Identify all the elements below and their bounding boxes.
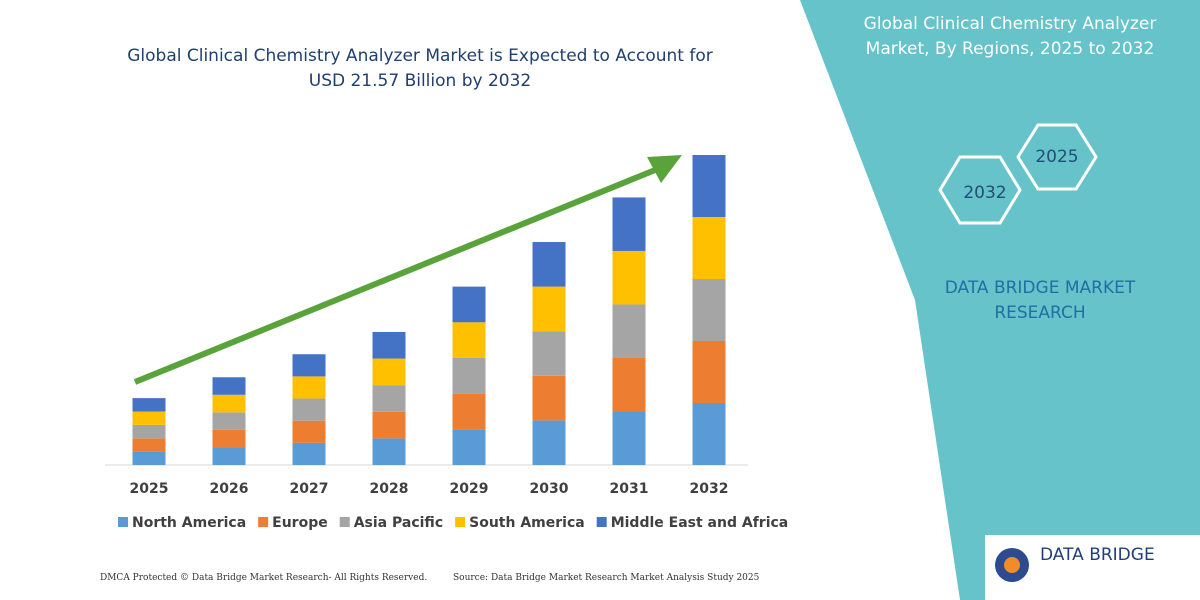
x-tick-label: 2026 — [210, 481, 249, 497]
bar-segment — [372, 385, 406, 412]
bar-segment — [532, 375, 566, 421]
bar-segment — [612, 250, 646, 305]
x-tick-label: 2028 — [370, 481, 409, 497]
bar-segment — [292, 398, 326, 421]
hexagon — [1016, 123, 1098, 191]
legend-label: Asia Pacific — [354, 515, 443, 531]
side-panel-bg — [800, 0, 1200, 600]
bar-segment — [132, 398, 166, 412]
x-tick-label: 2030 — [530, 481, 569, 497]
bar-segment — [452, 429, 486, 465]
side-title: Global Clinical Chemistry Analyzer Marke… — [863, 14, 1157, 59]
chart-title: Global Clinical Chemistry Analyzer Marke… — [127, 46, 713, 91]
legend-swatch — [455, 517, 466, 527]
arrow-head — [647, 155, 682, 183]
trend-arrow — [133, 165, 662, 385]
bar-segment — [372, 358, 406, 386]
bar-segment — [292, 376, 326, 399]
bar-segment — [292, 442, 326, 465]
bar-segment — [532, 286, 566, 332]
bar-segment — [692, 403, 726, 465]
bar-segment — [132, 438, 166, 452]
bar-segment — [692, 155, 726, 217]
hex-label: 2025 — [1035, 147, 1078, 167]
bar-segment — [692, 341, 726, 403]
bar-segment — [212, 447, 246, 465]
bar-segment — [452, 286, 486, 323]
bar-segment — [132, 424, 166, 439]
bar-segment — [212, 377, 246, 395]
x-tick-label: 2027 — [290, 481, 329, 497]
bar-segment — [452, 322, 486, 358]
x-tick-label: 2025 — [130, 481, 169, 497]
company: DATA BRIDGE MARKET RESEARCH — [944, 278, 1136, 323]
bar-segment — [132, 411, 166, 425]
bar-segment — [212, 429, 246, 448]
bar-segment — [532, 242, 566, 287]
legend-swatch — [339, 517, 350, 527]
legend-label: Middle East and Africa — [611, 515, 789, 531]
logo-icon — [1004, 557, 1020, 573]
hexagon — [938, 155, 1022, 225]
bar-segment — [372, 331, 406, 359]
legend-swatch — [118, 517, 128, 527]
x-tick-label: 2032 — [690, 481, 729, 497]
footer-left: DMCA Protected © Data Bridge Market Rese… — [100, 573, 428, 583]
footer-right: Source: Data Bridge Market Research Mark… — [453, 573, 760, 583]
bar-segment — [372, 411, 406, 439]
bar-segment — [532, 331, 566, 376]
bar-segment — [372, 438, 406, 465]
bar-segment — [612, 357, 646, 412]
bar-segment — [292, 354, 326, 377]
logo-text: DATA BRIDGE — [1040, 545, 1155, 565]
legend-label: South America — [469, 515, 585, 531]
bar-segment — [452, 393, 486, 430]
hex-label: 2032 — [963, 183, 1006, 203]
bar-segment — [692, 279, 726, 341]
x-tick-label: 2029 — [450, 481, 489, 497]
bar-segment — [692, 217, 726, 279]
bar-segment — [612, 304, 646, 358]
bar-segment — [532, 420, 566, 465]
bar-segment — [612, 411, 646, 465]
legend-label: Europe — [272, 515, 328, 531]
bar-segment — [132, 451, 166, 465]
bar-segment — [212, 394, 246, 413]
legend-swatch — [596, 517, 607, 527]
legend-swatch — [258, 517, 269, 527]
legend-label: North America — [132, 515, 246, 531]
bar-segment — [212, 412, 246, 430]
bar-segment — [612, 197, 646, 251]
x-tick-label: 2031 — [610, 481, 649, 497]
bar-segment — [452, 357, 486, 394]
bar-segment — [292, 420, 326, 443]
